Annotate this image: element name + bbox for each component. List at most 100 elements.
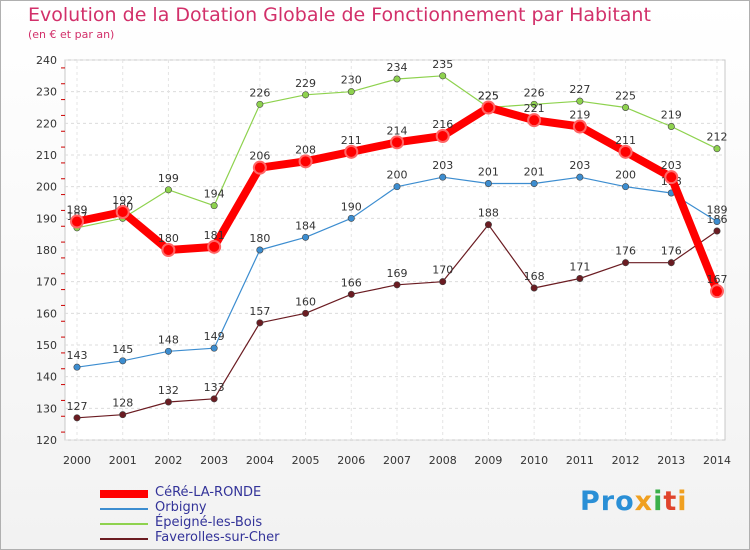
data-point-orbigny — [484, 180, 492, 188]
data-label--peign-les-bois: 234 — [387, 61, 408, 74]
data-point--peign-les-bois — [210, 202, 218, 210]
x-tick-label: 2004 — [246, 454, 274, 467]
chart-subtitle: (en € et par an) — [28, 28, 115, 41]
data-point-c-r-la-ronde — [344, 144, 359, 159]
data-label-orbigny: 203 — [569, 159, 590, 172]
data-point-faverolles-sur-cher — [439, 278, 447, 286]
data-point-c-r-la-ronde — [70, 214, 84, 229]
data-label--peign-les-bois: 230 — [341, 74, 362, 87]
data-point-faverolles-sur-cher — [164, 398, 172, 406]
data-point-c-r-la-ronde — [252, 160, 267, 175]
data-point--peign-les-bois — [667, 123, 675, 131]
data-point-c-r-la-ronde — [527, 113, 542, 128]
data-label-orbigny: 143 — [67, 349, 88, 362]
data-point-c-r-la-ronde — [710, 284, 724, 299]
y-tick-label: 230 — [36, 86, 57, 99]
x-tick-label: 2009 — [474, 454, 502, 467]
data-point-c-r-la-ronde — [481, 100, 496, 115]
data-point-c-r-la-ronde — [161, 243, 176, 257]
data-point-orbigny — [439, 173, 447, 181]
data-label-c-r-la-ronde: 211 — [615, 134, 636, 147]
legend-swatch-cere — [100, 490, 148, 498]
data-label-c-r-la-ronde: 214 — [387, 124, 408, 137]
data-point--peign-les-bois — [713, 145, 721, 153]
data-point-orbigny — [713, 218, 721, 226]
data-label-c-r-la-ronde: 211 — [341, 134, 362, 147]
data-label--peign-les-bois: 212 — [707, 131, 728, 144]
data-point--peign-les-bois — [576, 97, 584, 105]
x-tick-label: 2011 — [566, 454, 594, 467]
y-tick-label: 130 — [36, 402, 57, 415]
data-label-faverolles-sur-cher: 176 — [661, 245, 682, 258]
data-point--peign-les-bois — [164, 186, 172, 194]
data-label-orbigny: 190 — [341, 200, 362, 213]
data-label-c-r-la-ronde: 167 — [707, 273, 728, 286]
data-label--peign-les-bois: 219 — [661, 109, 682, 122]
data-label-orbigny: 180 — [249, 232, 270, 245]
data-point-orbigny — [256, 246, 264, 254]
x-tick-label: 2001 — [109, 454, 137, 467]
data-label-faverolles-sur-cher: 170 — [432, 264, 453, 277]
y-tick-label: 170 — [36, 276, 57, 289]
x-tick-label: 2008 — [429, 454, 457, 467]
x-tick-label: 2003 — [200, 454, 228, 467]
data-point--peign-les-bois — [439, 72, 447, 80]
data-label--peign-les-bois: 226 — [249, 86, 270, 99]
x-tick-label: 2002 — [154, 454, 182, 467]
legend-swatch-epeigne — [100, 523, 148, 525]
data-label-orbigny: 184 — [295, 219, 316, 232]
data-label-faverolles-sur-cher: 160 — [295, 295, 316, 308]
data-label--peign-les-bois: 194 — [204, 188, 225, 201]
data-label-c-r-la-ronde: 216 — [432, 118, 453, 131]
y-tick-label: 120 — [36, 434, 57, 447]
data-point-c-r-la-ronde — [207, 239, 222, 254]
data-point--peign-les-bois — [302, 91, 310, 99]
y-tick-label: 160 — [36, 307, 57, 320]
legend-label-epeigne: Épeigné-les-Bois — [155, 515, 263, 530]
data-point-faverolles-sur-cher — [484, 221, 492, 229]
data-label-c-r-la-ronde: 189 — [67, 204, 88, 217]
data-label-c-r-la-ronde: 221 — [524, 102, 545, 115]
data-point-c-r-la-ronde — [618, 144, 633, 159]
data-point-faverolles-sur-cher — [119, 411, 127, 419]
data-label--peign-les-bois: 226 — [524, 86, 545, 99]
data-label-faverolles-sur-cher: 157 — [249, 305, 270, 318]
proxiti-logo: Proxiti — [580, 486, 688, 517]
data-point-faverolles-sur-cher — [210, 395, 218, 403]
data-point-faverolles-sur-cher — [256, 319, 264, 327]
data-point-orbigny — [73, 363, 81, 371]
data-label-c-r-la-ronde: 206 — [249, 150, 270, 163]
legend-label-cere: CéRé-LA-RONDE — [155, 485, 262, 500]
data-label-faverolles-sur-cher: 166 — [341, 276, 362, 289]
data-point-faverolles-sur-cher — [667, 259, 675, 267]
data-point-orbigny — [576, 173, 584, 181]
data-point-faverolles-sur-cher — [73, 414, 81, 422]
data-label--peign-les-bois: 235 — [432, 58, 453, 71]
data-point--peign-les-bois — [530, 100, 538, 108]
data-label-orbigny: 200 — [615, 169, 636, 182]
data-point-c-r-la-ronde — [390, 135, 404, 150]
y-tick-label: 220 — [36, 117, 57, 130]
data-point-faverolles-sur-cher — [622, 259, 630, 267]
chart-title: Evolution de la Dotation Globale de Fonc… — [28, 4, 651, 26]
data-label-c-r-la-ronde: 192 — [112, 194, 133, 207]
y-tick-label: 190 — [36, 212, 57, 225]
data-point-faverolles-sur-cher — [302, 309, 310, 317]
legend-label-orbigny: Orbigny — [155, 500, 207, 515]
data-label-c-r-la-ronde: 225 — [478, 90, 499, 103]
data-point-orbigny — [164, 347, 172, 355]
x-tick-label: 2007 — [383, 454, 411, 467]
y-tick-label: 140 — [36, 371, 57, 384]
data-label-faverolles-sur-cher: 128 — [112, 397, 133, 410]
legend-swatch-orbigny — [100, 508, 148, 510]
data-label-faverolles-sur-cher: 132 — [158, 384, 179, 397]
data-label-faverolles-sur-cher: 133 — [204, 381, 225, 394]
data-label-c-r-la-ronde: 203 — [661, 159, 682, 172]
data-label-faverolles-sur-cher: 171 — [569, 261, 590, 274]
y-tick-label: 240 — [36, 54, 57, 67]
data-label--peign-les-bois: 227 — [569, 83, 590, 96]
data-label-faverolles-sur-cher: 188 — [478, 207, 499, 220]
data-label--peign-les-bois: 199 — [158, 172, 179, 185]
data-point-orbigny — [302, 233, 310, 241]
